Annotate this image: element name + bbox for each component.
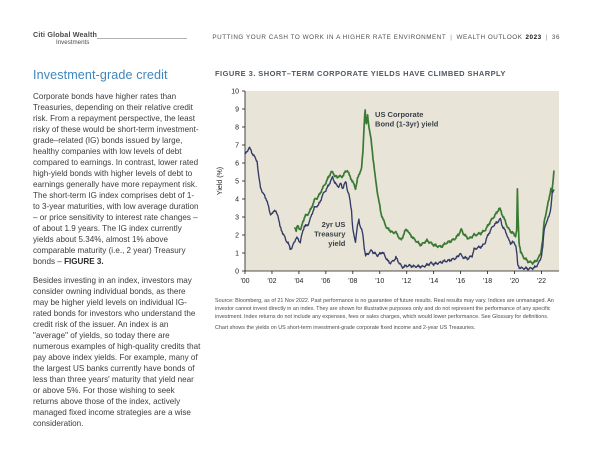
svg-text:'18: '18	[483, 278, 492, 285]
running-header: PUTTING YOUR CASH TO WORK IN A HIGHER RA…	[212, 34, 560, 41]
publication-name: WEALTH OUTLOOK	[456, 34, 523, 41]
svg-text:6: 6	[235, 160, 239, 167]
svg-text:7: 7	[235, 142, 239, 149]
svg-text:1: 1	[235, 250, 239, 257]
header-separator: |	[545, 34, 548, 41]
svg-text:'08: '08	[348, 278, 357, 285]
article-paragraph-2: Besides investing in an index, investors…	[33, 276, 201, 428]
brand-name: Citi Global Wealth	[33, 30, 98, 39]
article-paragraph-1: Corporate bonds have higher rates than T…	[33, 91, 202, 267]
svg-text:'10: '10	[375, 278, 384, 285]
svg-text:US Corporate: US Corporate	[375, 110, 423, 119]
section-heading: Investment-grade credit	[33, 68, 168, 82]
svg-text:'22: '22	[537, 278, 546, 285]
figure-reference: FIGURE 3.	[64, 257, 104, 266]
svg-text:'12: '12	[402, 278, 411, 285]
svg-text:'00: '00	[240, 278, 249, 285]
svg-text:Yield (%): Yield (%)	[217, 167, 224, 195]
publication-year: 2023	[525, 34, 542, 41]
svg-text:yield: yield	[328, 239, 346, 248]
svg-text:3: 3	[235, 214, 239, 221]
svg-text:Treasury: Treasury	[314, 230, 346, 239]
article-column: Investment-grade credit Corporate bonds …	[33, 68, 202, 437]
brand-block: Citi Global Wealth Investments	[33, 30, 98, 47]
svg-text:Bond (1-3yr) yield: Bond (1-3yr) yield	[375, 120, 439, 129]
svg-text:9: 9	[235, 106, 239, 113]
figure-title: FIGURE 3. SHORT–TERM CORPORATE YIELDS HA…	[215, 69, 506, 78]
header-divider-line	[97, 38, 187, 39]
page-number: 36	[551, 34, 560, 41]
chart-note: Chart shows the yields on US short-term …	[215, 325, 476, 332]
figure-notes: Source: Bloomberg, as of 21 Nov 2022. Pa…	[215, 297, 564, 335]
svg-text:2yr US: 2yr US	[322, 220, 346, 229]
svg-text:'02: '02	[267, 278, 276, 285]
svg-text:'16: '16	[456, 278, 465, 285]
svg-text:8: 8	[235, 124, 239, 131]
svg-text:2: 2	[235, 232, 239, 239]
chapter-title: PUTTING YOUR CASH TO WORK IN A HIGHER RA…	[212, 34, 447, 41]
svg-text:4: 4	[235, 196, 239, 203]
svg-text:'20: '20	[510, 278, 519, 285]
svg-text:'04: '04	[294, 278, 303, 285]
svg-text:5: 5	[235, 178, 239, 185]
header-separator: |	[450, 34, 453, 41]
brand-subtitle: Investments	[56, 39, 90, 47]
svg-text:'06: '06	[321, 278, 330, 285]
svg-text:'14: '14	[429, 278, 438, 285]
paragraph-text: Corporate bonds have higher rates than T…	[33, 92, 199, 266]
svg-text:0: 0	[235, 268, 239, 275]
svg-text:10: 10	[231, 88, 239, 95]
figure-chart: 0 1 2 3 4 5 6 7 8 9 10 '00 '02 '04 '06 '08 '10 '12 '14 '16 '…	[217, 88, 559, 285]
source-note: Source: Bloomberg, as of 21 Nov 2022. Pa…	[215, 298, 554, 321]
